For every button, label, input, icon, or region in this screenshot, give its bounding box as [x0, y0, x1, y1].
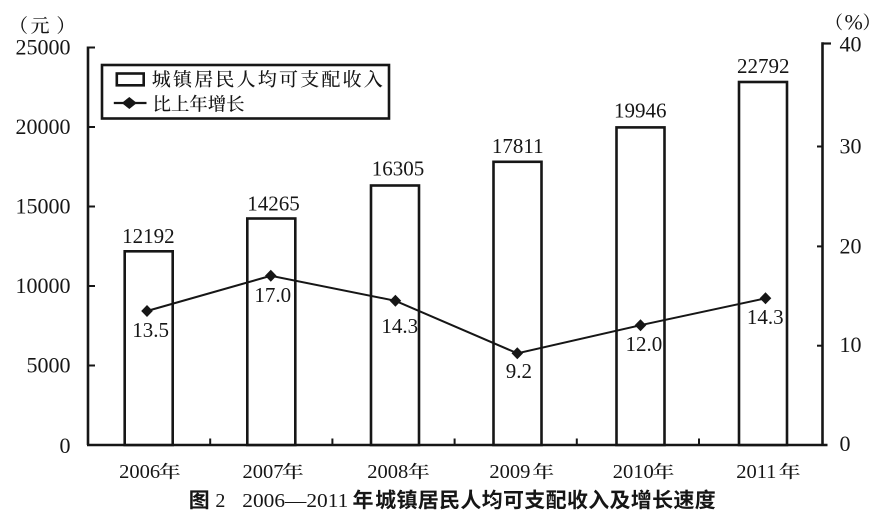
svg-text:14265: 14265	[247, 192, 300, 216]
svg-text:13.5: 13.5	[132, 318, 169, 342]
svg-text:22792: 22792	[737, 54, 790, 78]
svg-text:17.0: 17.0	[254, 283, 291, 307]
svg-text:12.0: 12.0	[626, 332, 663, 356]
svg-text:9.2: 9.2	[506, 359, 532, 383]
svg-text:25000: 25000	[16, 35, 71, 60]
svg-text:2011: 2011	[736, 461, 776, 483]
svg-text:2008: 2008	[367, 461, 408, 483]
svg-text:10000: 10000	[16, 273, 71, 298]
svg-text:5000: 5000	[27, 353, 71, 378]
svg-text:14.3: 14.3	[747, 305, 784, 329]
svg-text:0: 0	[60, 433, 71, 458]
svg-text:2007: 2007	[243, 461, 284, 483]
svg-text:12192: 12192	[122, 224, 175, 248]
svg-text:2: 2	[215, 490, 225, 512]
svg-text:10: 10	[840, 332, 862, 357]
svg-text:30: 30	[840, 133, 862, 158]
svg-text:2006—2011: 2006—2011	[242, 490, 348, 512]
svg-text:20000: 20000	[16, 114, 71, 139]
svg-text:17811: 17811	[492, 134, 544, 158]
svg-text:20: 20	[840, 234, 862, 259]
svg-text:2010: 2010	[613, 461, 654, 483]
svg-text:0: 0	[840, 431, 851, 456]
svg-text:40: 40	[840, 31, 862, 56]
svg-text:16305: 16305	[372, 156, 425, 180]
svg-text:%: %	[845, 9, 863, 34]
svg-text:2009: 2009	[489, 461, 530, 483]
svg-text:15000: 15000	[16, 194, 71, 219]
svg-text:14.3: 14.3	[381, 314, 418, 338]
svg-text:2006: 2006	[119, 461, 160, 483]
svg-text:19946: 19946	[614, 99, 667, 123]
